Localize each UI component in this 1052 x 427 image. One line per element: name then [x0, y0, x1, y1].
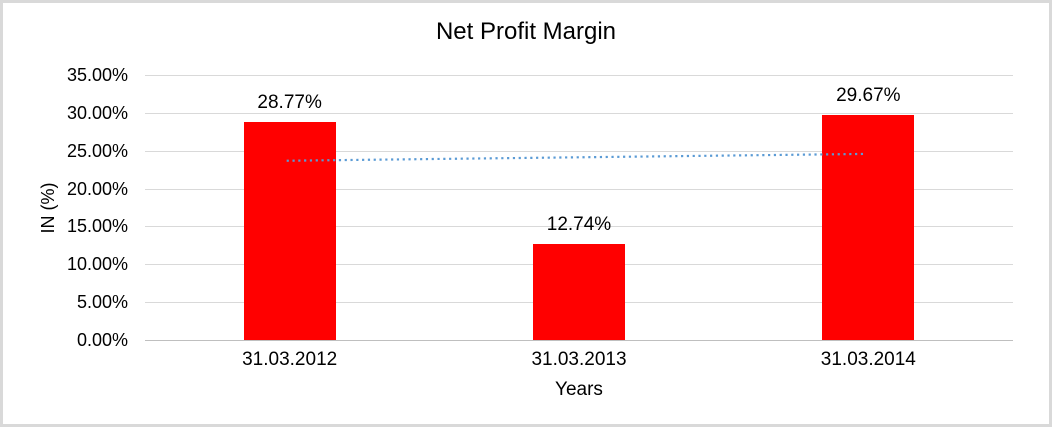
gridline: [145, 188, 1013, 190]
x-tick-label: 31.03.2013: [531, 349, 627, 370]
y-tick-label: 10.00%: [66, 254, 128, 275]
x-tick-label: 31.03.2012: [242, 349, 338, 370]
plot-area: [145, 75, 1013, 341]
x-axis-line: [145, 340, 1013, 341]
x-tick-label: 31.03.2014: [820, 349, 916, 370]
chart-title: Net Profit Margin: [435, 18, 617, 45]
gridline: [145, 226, 1013, 228]
bar-value-label: 29.67%: [836, 85, 901, 107]
y-tick-label: 30.00%: [66, 102, 128, 123]
y-tick-label: 15.00%: [66, 216, 128, 237]
bar-value-label: 28.77%: [257, 92, 322, 114]
bar-31.03.2014: [822, 115, 915, 340]
y-tick-label: 25.00%: [66, 140, 128, 161]
bar-value-label: 12.74%: [546, 213, 612, 235]
gridline: [145, 112, 1013, 114]
y-tick-label: 20.00%: [66, 178, 128, 199]
x-axis-title: Years: [555, 379, 603, 400]
gridline: [145, 150, 1013, 152]
gridline: [145, 75, 1013, 76]
bar-31.03.2012: [243, 122, 336, 340]
y-axis-title: IN (%): [38, 182, 58, 233]
y-tick-label: 0.00%: [76, 330, 128, 350]
y-tick-label: 5.00%: [76, 292, 128, 313]
bar-31.03.2013: [533, 243, 625, 340]
y-tick-label: 35.00%: [66, 65, 128, 85]
